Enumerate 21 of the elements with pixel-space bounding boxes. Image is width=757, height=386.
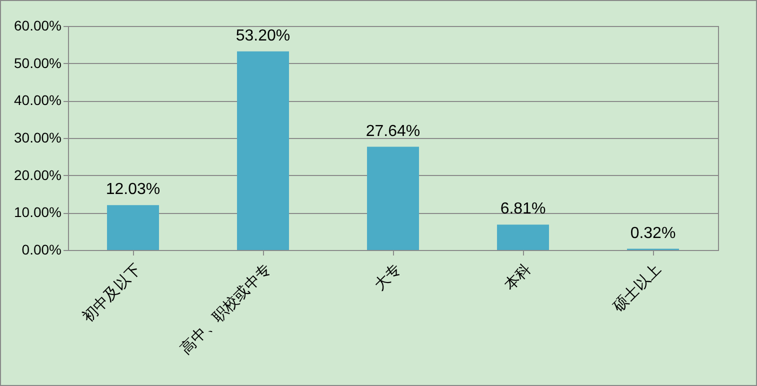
x-tick-label: 硕士以上 <box>609 260 664 316</box>
y-tick-label: 10.00% <box>14 204 62 220</box>
data-label: 6.81% <box>500 200 546 218</box>
y-tick-label: 40.00% <box>14 92 62 108</box>
data-label: 12.03% <box>106 181 160 198</box>
x-tick-label: 大专 <box>371 260 404 294</box>
x-tick-label: 初中及以下 <box>79 260 144 326</box>
bar <box>107 205 159 250</box>
y-tick-label: 60.00% <box>14 18 62 34</box>
bar <box>497 224 549 250</box>
x-tick-label: 本科 <box>501 260 534 294</box>
data-label: 0.32% <box>630 224 676 242</box>
bar <box>367 146 419 250</box>
x-tick-label: 高中、职校或中专 <box>177 260 274 358</box>
bar <box>237 51 289 250</box>
y-tick-label: 30.00% <box>14 130 62 146</box>
data-label: 53.20% <box>236 27 290 44</box>
y-tick-label: 50.00% <box>14 54 62 71</box>
data-label: 27.64% <box>366 122 420 140</box>
y-tick-label: 20.00% <box>14 166 62 183</box>
y-tick-label: 0.00% <box>22 242 62 258</box>
